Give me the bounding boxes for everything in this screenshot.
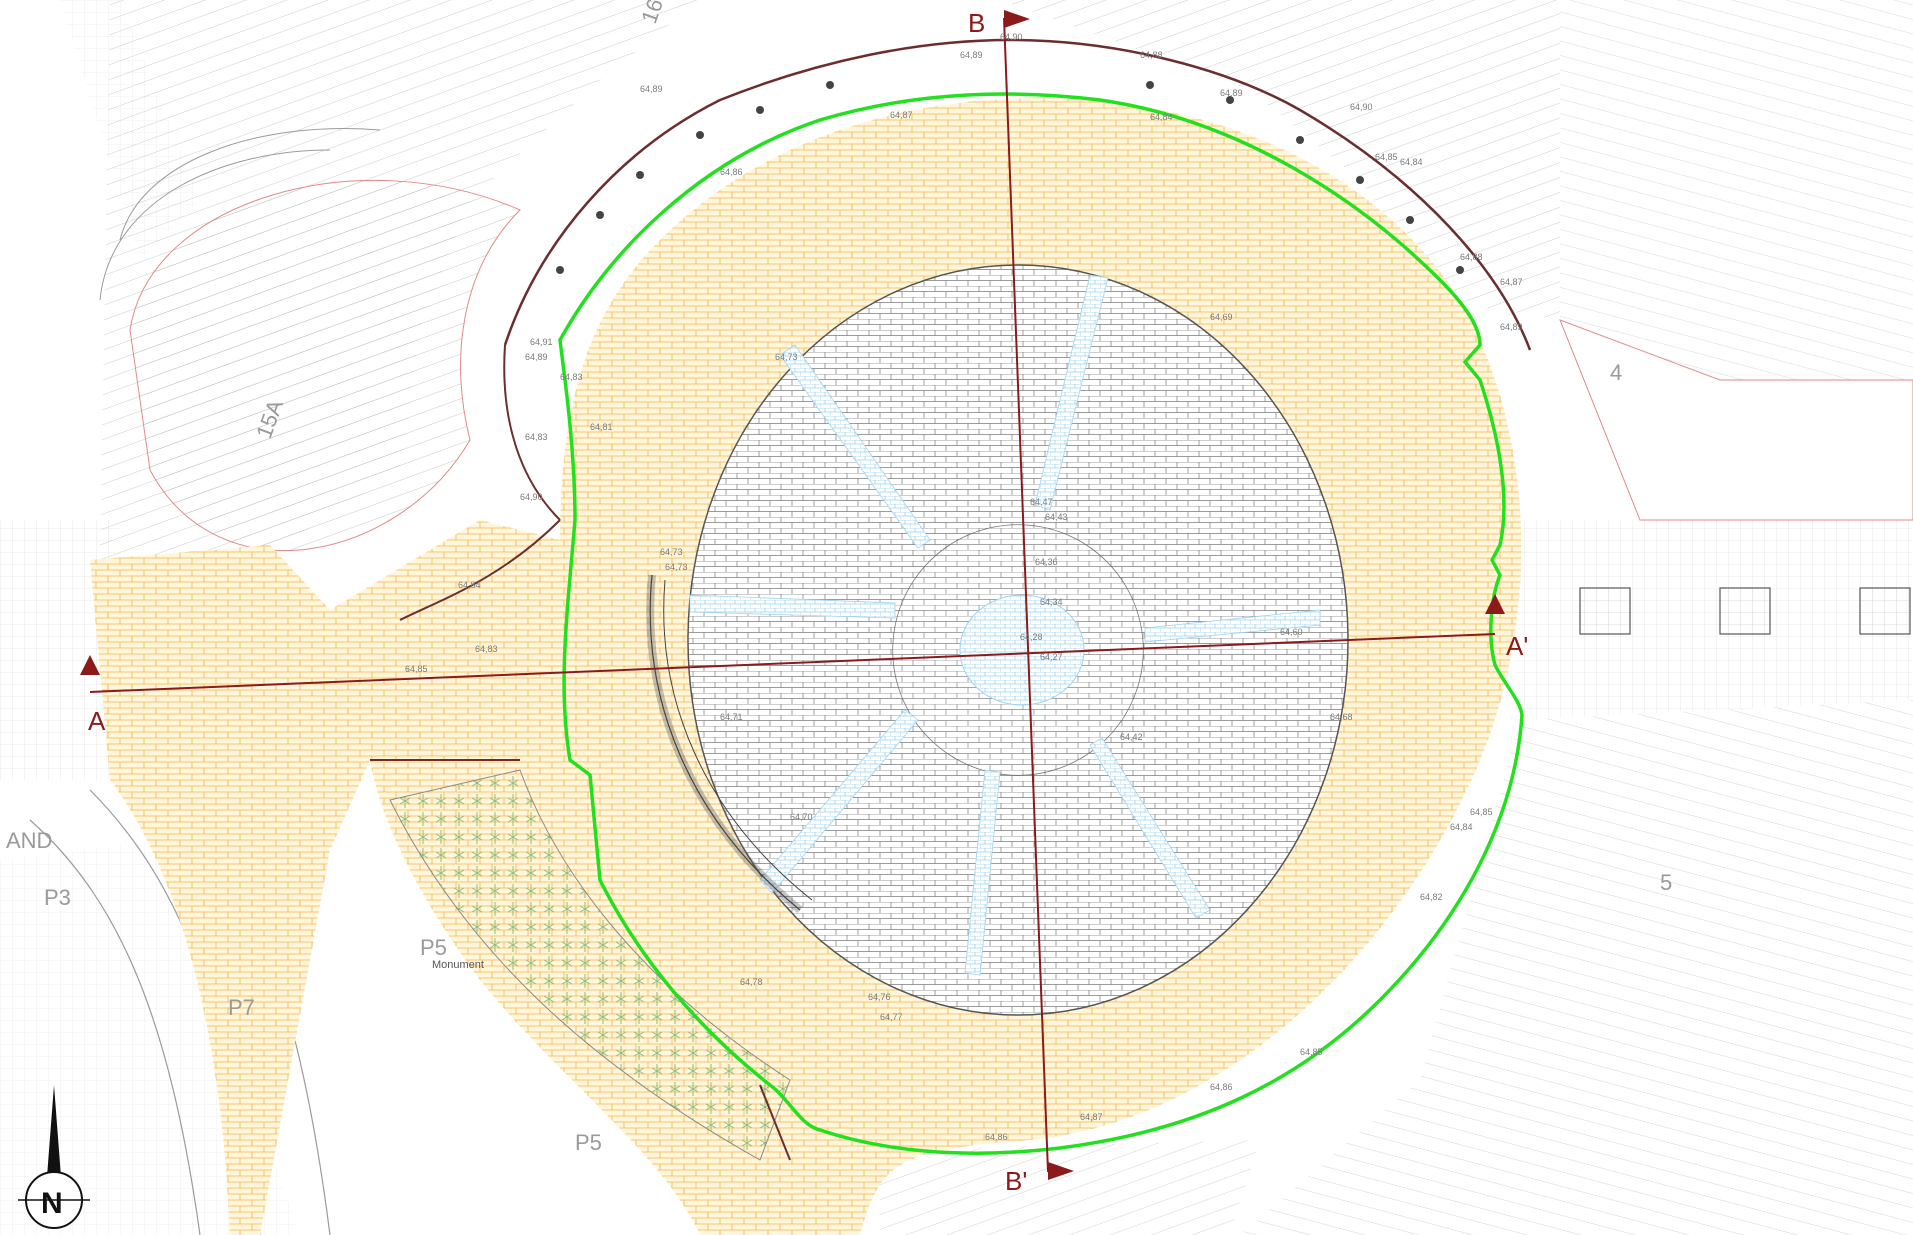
spot-level: 64,87 bbox=[1080, 1112, 1103, 1122]
planting-zone bbox=[370, 759, 791, 1161]
spot-level: 64,73 bbox=[775, 352, 798, 362]
spot-level: 64,85 bbox=[1470, 807, 1493, 817]
spot-level: 64,77 bbox=[880, 1012, 903, 1022]
spot-level: 64,68 bbox=[1330, 712, 1353, 722]
spot-level: 64,84 bbox=[1150, 112, 1173, 122]
zone-label-p3: P3 bbox=[44, 885, 71, 910]
spot-level: 64,73 bbox=[660, 547, 683, 557]
spot-level: 64,91 bbox=[530, 337, 553, 347]
spot-level: 64,90 bbox=[1350, 102, 1373, 112]
zone-label-p5: P5 bbox=[420, 935, 447, 960]
spot-level: 64,89 bbox=[1220, 88, 1243, 98]
spot-level: 64,27 bbox=[1040, 652, 1063, 662]
spot-level: 64,86 bbox=[985, 1132, 1008, 1142]
spot-level: 64,85 bbox=[1300, 1047, 1323, 1057]
central-plaza bbox=[646, 264, 1349, 1016]
spot-level: 64,43 bbox=[1045, 512, 1068, 522]
spot-level: 64,76 bbox=[868, 992, 891, 1002]
spot-level: 64,88 bbox=[1460, 252, 1483, 262]
zone-label-and: AND bbox=[6, 828, 52, 853]
right-paths bbox=[1500, 319, 1913, 720]
section-arrow-a-prime bbox=[1485, 594, 1505, 614]
zone-labels: 15A 16 4 5 P3 P5 P7 P5 AND Monument bbox=[6, 0, 1672, 1155]
spot-level: 64,86 bbox=[1210, 1082, 1233, 1092]
section-label-a: A bbox=[88, 706, 106, 736]
site-boundary-line bbox=[558, 92, 1524, 1155]
spot-level: 64,87 bbox=[1500, 277, 1523, 287]
zone-label-4: 4 bbox=[1610, 360, 1622, 385]
spot-level: 64,71 bbox=[720, 712, 743, 722]
section-arrow-b bbox=[1004, 10, 1030, 28]
spot-level: 64,60 bbox=[1280, 627, 1303, 637]
north-arrow-icon: N bbox=[18, 1085, 90, 1229]
spot-level: 64,90 bbox=[1000, 32, 1023, 42]
zone-label-p7: P7 bbox=[228, 995, 255, 1020]
spot-level: 64,83 bbox=[475, 644, 498, 654]
spot-level: 64,89 bbox=[960, 50, 983, 60]
spot-level: 64,36 bbox=[1035, 557, 1058, 567]
section-line-b: B B' bbox=[968, 8, 1074, 1196]
spot-level: 64,78 bbox=[740, 977, 763, 987]
spot-level: 64,89 bbox=[1500, 322, 1523, 332]
spot-level: 64,84 bbox=[458, 580, 481, 590]
spot-level: 64,34 bbox=[1040, 597, 1063, 607]
section-label-a-prime: A' bbox=[1506, 631, 1528, 661]
section-arrow-b-prime bbox=[1048, 1162, 1074, 1180]
spot-level: 64,88 bbox=[1140, 50, 1163, 60]
spot-level: 64,42 bbox=[1120, 732, 1143, 742]
spot-level: 64,85 bbox=[405, 664, 428, 674]
section-arrow-a bbox=[80, 655, 100, 675]
spot-level: 64,69 bbox=[1210, 312, 1233, 322]
spot-level: 64,81 bbox=[590, 422, 613, 432]
zone-label-5: 5 bbox=[1660, 870, 1672, 895]
monument-label: Monument bbox=[432, 959, 484, 971]
spot-level: 64,84 bbox=[1400, 157, 1423, 167]
north-letter: N bbox=[41, 1187, 63, 1220]
spot-level: 64,73 bbox=[665, 562, 688, 572]
spot-level: 64,89 bbox=[640, 84, 663, 94]
spot-level: 64,90 bbox=[520, 492, 543, 502]
section-line-a: A A' bbox=[80, 594, 1528, 736]
spot-level: 64,84 bbox=[1450, 822, 1473, 832]
spot-level: 64,83 bbox=[525, 432, 548, 442]
spot-level: 64,89 bbox=[525, 352, 548, 362]
spot-levels: 64,89 64,90 64,89 64,88 64,89 64,90 64,91 64,89… bbox=[405, 32, 1523, 1142]
section-label-b-prime: B' bbox=[1005, 1166, 1027, 1196]
spot-level: 64,86 bbox=[720, 167, 743, 177]
spot-level: 64,87 bbox=[890, 110, 913, 120]
spot-level: 64,85 bbox=[1375, 152, 1398, 162]
spot-level: 64,47 bbox=[1030, 497, 1053, 507]
spot-level: 64,28 bbox=[1020, 632, 1043, 642]
north-wall bbox=[399, 38, 1532, 621]
spot-level: 64,82 bbox=[1420, 892, 1443, 902]
spot-level: 64,70 bbox=[790, 812, 813, 822]
spot-level: 64,83 bbox=[560, 372, 583, 382]
section-label-b: B bbox=[968, 8, 985, 38]
zone-label-p5b: P5 bbox=[575, 1130, 602, 1155]
